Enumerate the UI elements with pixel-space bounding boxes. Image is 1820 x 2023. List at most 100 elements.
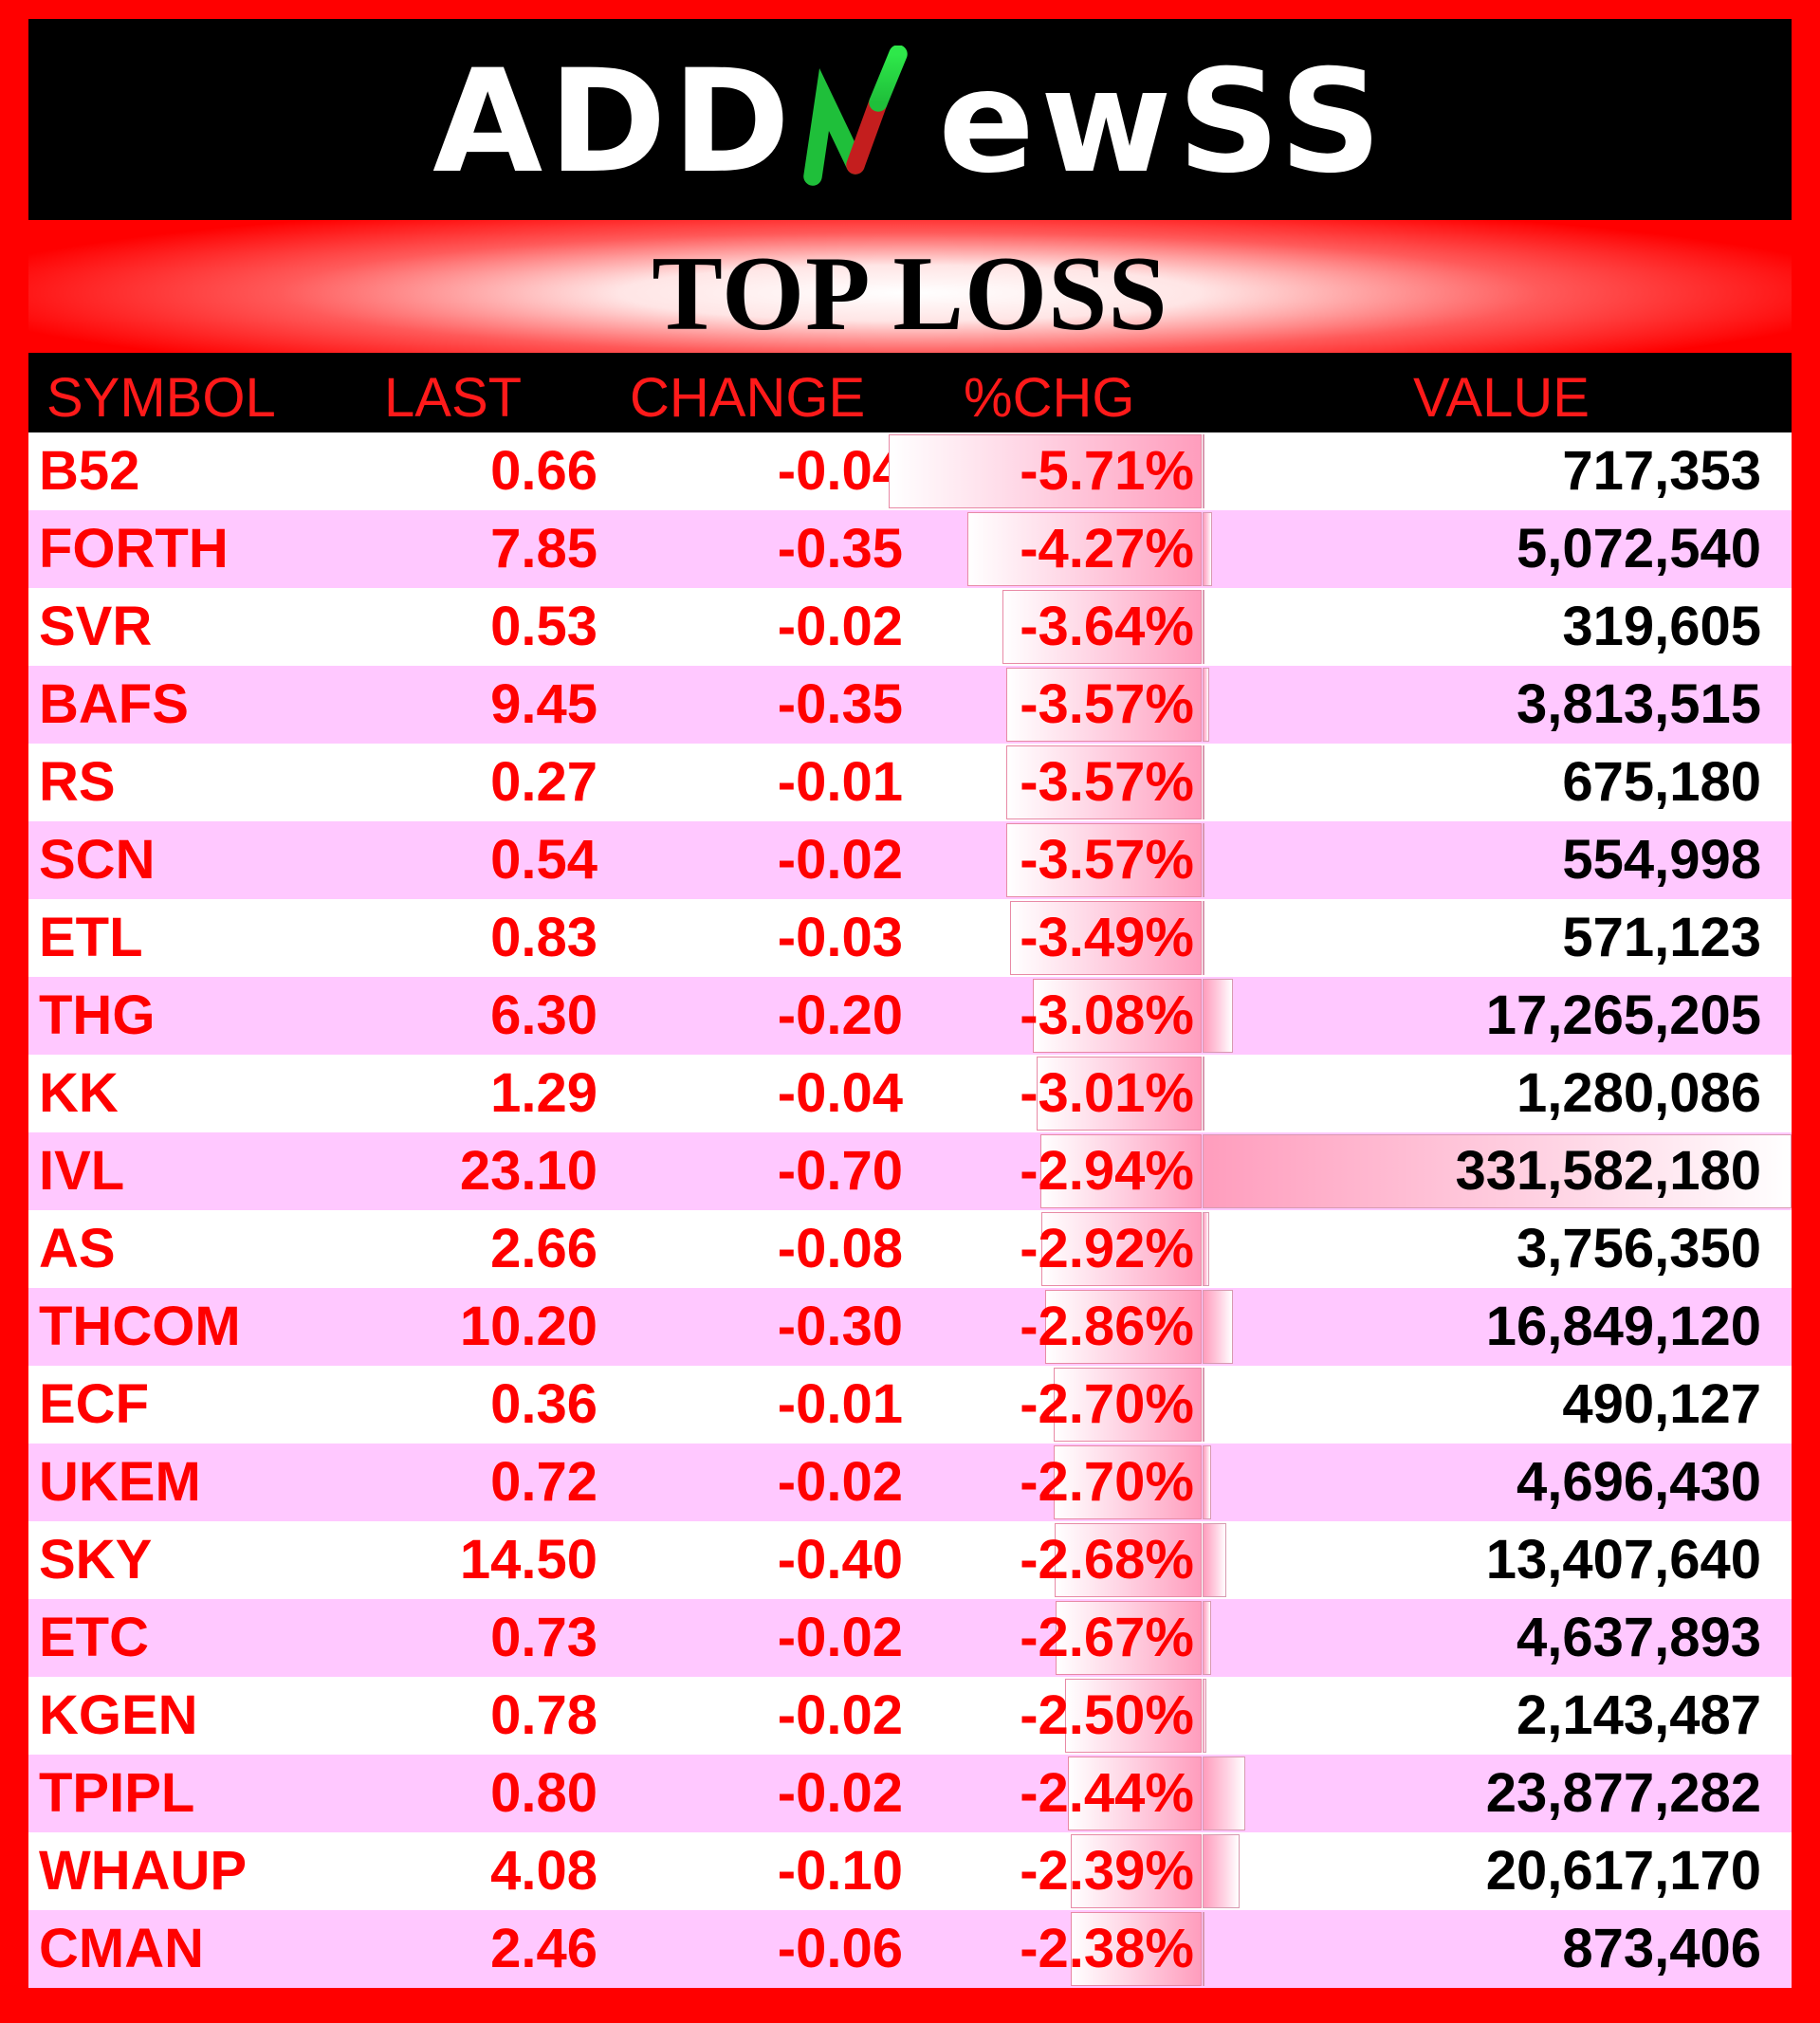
value-databar <box>1203 1679 1206 1753</box>
cell-pct-change: -2.86% <box>1020 1296 1194 1357</box>
table-row: SKY 14.50 -0.40 -2.68% 13,407,640 <box>28 1521 1792 1599</box>
cell-change: -0.30 <box>777 1296 903 1357</box>
cell-change: -0.35 <box>777 518 903 579</box>
pct-databar <box>1071 1912 1202 1986</box>
pct-databar <box>1045 1290 1202 1364</box>
cell-value: 554,998 <box>1562 829 1761 891</box>
cell-symbol: THCOM <box>39 1296 241 1357</box>
cell-symbol: THG <box>39 984 156 1046</box>
cell-last: 9.45 <box>490 673 597 735</box>
table-row: B52 0.66 -0.04 -5.71% 717,353 <box>28 432 1792 510</box>
cell-pct-change: -2.39% <box>1020 1840 1194 1902</box>
cell-last: 0.72 <box>490 1451 597 1513</box>
cell-symbol: FORTH <box>39 518 229 579</box>
value-databar <box>1203 1134 1792 1208</box>
cell-value: 20,617,170 <box>1485 1840 1761 1902</box>
page-title: TOP LOSS <box>652 235 1168 353</box>
cell-value: 331,582,180 <box>1455 1140 1761 1202</box>
value-databar <box>1203 1601 1211 1675</box>
cell-symbol: SVR <box>39 596 153 657</box>
table-row: THG 6.30 -0.20 -3.08% 17,265,205 <box>28 977 1792 1055</box>
cell-value: 13,407,640 <box>1485 1529 1761 1591</box>
cell-value: 3,813,515 <box>1516 673 1761 735</box>
cell-symbol: SKY <box>39 1529 153 1591</box>
cell-change: -0.01 <box>777 751 903 813</box>
table-row: SVR 0.53 -0.02 -3.64% 319,605 <box>28 588 1792 666</box>
cell-pct-change: -2.50% <box>1020 1684 1194 1746</box>
cell-pct-change: -3.01% <box>1020 1062 1194 1124</box>
cell-pct-change: -3.57% <box>1020 829 1194 891</box>
table-row: ECF 0.36 -0.01 -2.70% 490,127 <box>28 1366 1792 1444</box>
table-row: FORTH 7.85 -0.35 -4.27% 5,072,540 <box>28 510 1792 588</box>
value-databar <box>1203 1290 1233 1364</box>
value-databar <box>1203 668 1209 742</box>
cell-symbol: CMAN <box>39 1918 204 1979</box>
value-databar <box>1203 1057 1204 1131</box>
table-header: SYMBOL LAST CHANGE %CHG VALUE <box>28 353 1792 432</box>
value-databar <box>1203 901 1204 975</box>
logo-part-add: ADD <box>432 40 797 205</box>
value-databar <box>1203 434 1204 508</box>
cell-value: 490,127 <box>1562 1373 1761 1435</box>
cell-symbol: KK <box>39 1062 119 1124</box>
cell-last: 6.30 <box>490 984 597 1046</box>
pct-databar <box>1002 590 1202 664</box>
cell-value: 873,406 <box>1562 1918 1761 1979</box>
cell-symbol: ECF <box>39 1373 149 1435</box>
cell-change: -0.40 <box>777 1529 903 1591</box>
table-row: TPIPL 0.80 -0.02 -2.44% 23,877,282 <box>28 1755 1792 1832</box>
pct-databar <box>1055 1523 1202 1597</box>
cell-last: 0.53 <box>490 596 597 657</box>
cell-pct-change: -2.94% <box>1020 1140 1194 1202</box>
cell-pct-change: -2.70% <box>1020 1451 1194 1513</box>
value-databar <box>1203 1756 1245 1830</box>
cell-change: -0.35 <box>777 673 903 735</box>
table-row: KK 1.29 -0.04 -3.01% 1,280,086 <box>28 1055 1792 1132</box>
cell-value: 4,637,893 <box>1516 1607 1761 1668</box>
cell-value: 2,143,487 <box>1516 1684 1761 1746</box>
brand-logo: ADD ewSS <box>432 46 1388 193</box>
cell-value: 23,877,282 <box>1485 1762 1761 1824</box>
pct-databar <box>1054 1445 1202 1519</box>
pct-databar <box>1033 979 1202 1053</box>
cell-pct-change: -3.08% <box>1020 984 1194 1046</box>
cell-value: 675,180 <box>1562 751 1761 813</box>
cell-last: 0.78 <box>490 1684 597 1746</box>
cell-pct-change: -2.92% <box>1020 1218 1194 1279</box>
value-databar <box>1203 979 1233 1053</box>
cell-pct-change: -2.44% <box>1020 1762 1194 1824</box>
table-row: UKEM 0.72 -0.02 -2.70% 4,696,430 <box>28 1444 1792 1521</box>
pct-databar <box>1065 1679 1202 1753</box>
cell-change: -0.04 <box>777 440 903 502</box>
cell-change: -0.03 <box>777 907 903 968</box>
cell-value: 319,605 <box>1562 596 1761 657</box>
cell-last: 0.80 <box>490 1762 597 1824</box>
cell-change: -0.08 <box>777 1218 903 1279</box>
cell-pct-change: -5.71% <box>1020 440 1194 502</box>
value-databar <box>1203 823 1204 897</box>
cell-value: 1,280,086 <box>1516 1062 1761 1124</box>
table-row: KGEN 0.78 -0.02 -2.50% 2,143,487 <box>28 1677 1792 1755</box>
pct-databar <box>1071 1834 1202 1908</box>
table-row: CMAN 2.46 -0.06 -2.38% 873,406 <box>28 1910 1792 1988</box>
cell-value: 4,696,430 <box>1516 1451 1761 1513</box>
table-row: AS 2.66 -0.08 -2.92% 3,756,350 <box>28 1210 1792 1288</box>
cell-value: 3,756,350 <box>1516 1218 1761 1279</box>
cell-symbol: ETL <box>39 907 143 968</box>
value-databar <box>1203 1368 1204 1442</box>
cell-last: 0.73 <box>490 1607 597 1668</box>
pct-databar <box>1056 1601 1202 1675</box>
cell-symbol: RS <box>39 751 116 813</box>
cell-symbol: KGEN <box>39 1684 198 1746</box>
cell-pct-change: -3.49% <box>1020 907 1194 968</box>
table-row: RS 0.27 -0.01 -3.57% 675,180 <box>28 744 1792 821</box>
cell-pct-change: -3.64% <box>1020 596 1194 657</box>
cell-symbol: WHAUP <box>39 1840 248 1902</box>
logo-bar: ADD ewSS <box>28 19 1792 220</box>
pct-databar <box>1054 1368 1202 1442</box>
table-row: WHAUP 4.08 -0.10 -2.39% 20,617,170 <box>28 1832 1792 1910</box>
cell-change: -0.02 <box>777 829 903 891</box>
cell-change: -0.10 <box>777 1840 903 1902</box>
value-databar <box>1203 512 1212 586</box>
value-databar <box>1203 1912 1204 1986</box>
